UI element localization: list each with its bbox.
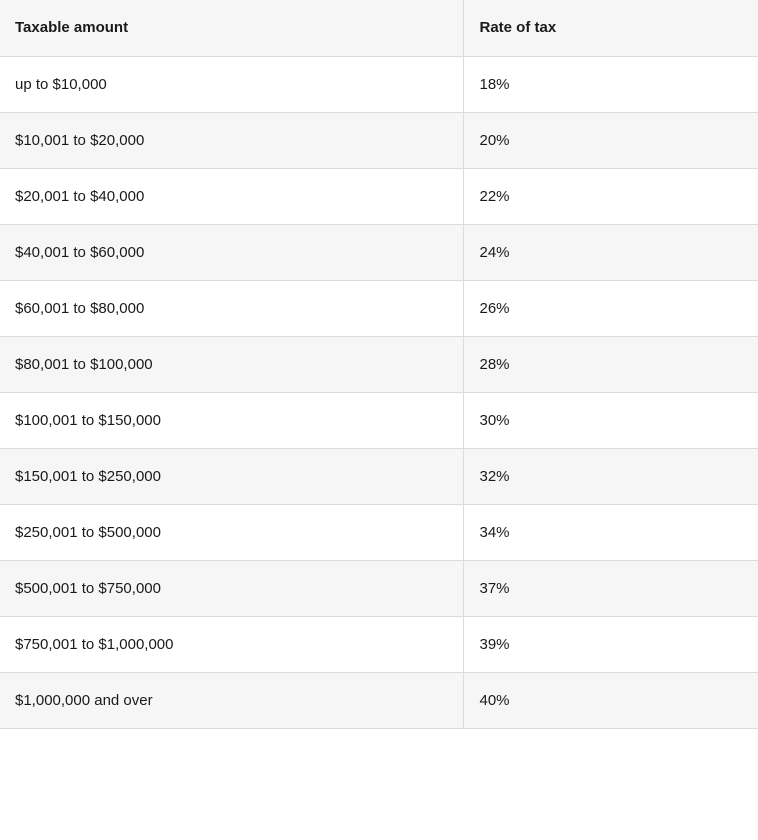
tax-rate-cell: 26% <box>462 280 758 337</box>
tax-rate-cell: 18% <box>462 56 758 113</box>
taxable-amount-cell: $60,001 to $80,000 <box>0 280 463 337</box>
tax-rate-cell: 34% <box>462 504 758 561</box>
tax-rate-cell: 40% <box>462 672 758 729</box>
tax-rate-cell: 22% <box>462 168 758 225</box>
table-row: $40,001 to $60,000 24% <box>0 224 758 281</box>
taxable-amount-cell: $750,001 to $1,000,000 <box>0 616 463 673</box>
header-taxable-amount: Taxable amount <box>0 0 463 57</box>
table-row: $1,000,000 and over 40% <box>0 672 758 729</box>
table-row: $100,001 to $150,000 30% <box>0 392 758 449</box>
taxable-amount-cell: $80,001 to $100,000 <box>0 336 463 393</box>
tax-rate-cell: 37% <box>462 560 758 617</box>
header-rate-of-tax: Rate of tax <box>462 0 758 57</box>
taxable-amount-cell: $10,001 to $20,000 <box>0 112 463 169</box>
taxable-amount-cell: $20,001 to $40,000 <box>0 168 463 225</box>
tax-rate-cell: 39% <box>462 616 758 673</box>
tax-rate-cell: 20% <box>462 112 758 169</box>
taxable-amount-cell: $40,001 to $60,000 <box>0 224 463 281</box>
taxable-amount-cell: $100,001 to $150,000 <box>0 392 463 449</box>
table-row: $60,001 to $80,000 26% <box>0 280 758 337</box>
tax-rate-cell: 28% <box>462 336 758 393</box>
table-row: $250,001 to $500,000 34% <box>0 504 758 561</box>
table-row: $750,001 to $1,000,000 39% <box>0 616 758 673</box>
tax-rate-cell: 30% <box>462 392 758 449</box>
taxable-amount-cell: $250,001 to $500,000 <box>0 504 463 561</box>
table-row: $20,001 to $40,000 22% <box>0 168 758 225</box>
table-row: $10,001 to $20,000 20% <box>0 112 758 169</box>
table-row: $500,001 to $750,000 37% <box>0 560 758 617</box>
table-row: up to $10,000 18% <box>0 56 758 113</box>
table-row: $80,001 to $100,000 28% <box>0 336 758 393</box>
taxable-amount-cell: $1,000,000 and over <box>0 672 463 729</box>
taxable-amount-cell: $500,001 to $750,000 <box>0 560 463 617</box>
tax-rate-table: Taxable amount Rate of tax up to $10,000… <box>0 0 758 729</box>
table-header-row: Taxable amount Rate of tax <box>0 0 758 57</box>
tax-rate-cell: 32% <box>462 448 758 505</box>
tax-rate-cell: 24% <box>462 224 758 281</box>
taxable-amount-cell: $150,001 to $250,000 <box>0 448 463 505</box>
taxable-amount-cell: up to $10,000 <box>0 56 463 113</box>
table-row: $150,001 to $250,000 32% <box>0 448 758 505</box>
